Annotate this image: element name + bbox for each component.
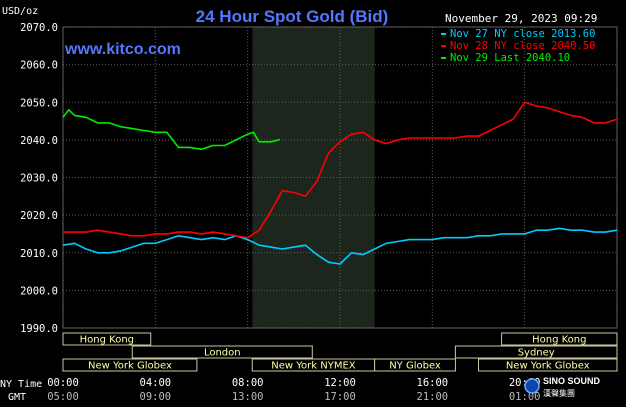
x-tick-gmt: 09:00: [140, 391, 172, 403]
legend-entry: Nov 29 Last 2040.10: [450, 52, 570, 64]
legend-entry: Nov 27 NY close 2013.60: [450, 28, 595, 40]
y-tick-label: 2070.0: [20, 22, 58, 34]
session-bar: [454, 345, 618, 359]
legend-swatch: [441, 45, 446, 47]
y-tick-label: 2050.0: [20, 97, 58, 109]
price-series: [62, 101, 618, 265]
session-label: Sydney: [518, 348, 555, 359]
series-line-0: [62, 227, 618, 265]
legend-swatch: [441, 33, 446, 35]
session-bar: [478, 358, 618, 372]
y-tick-label: 2010.0: [20, 248, 58, 260]
chart-datetime: November 29, 2023 09:29: [445, 12, 597, 25]
session-bar: [62, 332, 152, 346]
y-axis-ticks: 1990.0 2000.0 2010.0 2020.0 2030.0 2040.0 2050…: [20, 22, 58, 335]
session-label: New York Globex: [88, 361, 172, 372]
session-bar: [501, 332, 618, 346]
chart-title: 24 Hour Spot Gold (Bid): [196, 7, 389, 26]
y-tick-label: 1990.0: [20, 323, 58, 335]
session-bar: [62, 358, 198, 372]
x-axis-ticks: NY Time GMT 00:00 05:00 04:00 09:00 08:00 13:00…: [0, 377, 540, 403]
unit-label: USD/oz: [2, 6, 38, 17]
legend-swatch: [441, 57, 446, 59]
x-tick-ny: 00:00: [47, 377, 79, 389]
legend-entry: Nov 28 NY close 2040.50: [450, 40, 595, 52]
logo-icon: [524, 378, 540, 394]
x-tick-ny: 12:00: [324, 377, 356, 389]
session-bar: [374, 358, 456, 372]
x-tick-ny: 08:00: [232, 377, 264, 389]
session-label: NY Globex: [389, 361, 441, 372]
session-label: London: [204, 348, 241, 359]
series-line-1: [63, 101, 618, 239]
x-tick-gmt: 13:00: [232, 391, 264, 403]
session-label: Hong Kong: [80, 335, 134, 346]
session-label: New York Globex: [506, 361, 590, 372]
session-label: New York NYMEX: [271, 361, 356, 372]
y-tick-label: 2020.0: [20, 210, 58, 222]
grid-lines: [62, 26, 618, 329]
y-tick-label: 2030.0: [20, 173, 58, 185]
gmt-row-label: GMT: [8, 392, 26, 403]
y-tick-label: 2000.0: [20, 285, 58, 297]
x-tick-gmt: 01:00: [509, 391, 541, 403]
session-label: Hong Kong: [532, 335, 586, 346]
x-tick-ny: 16:00: [417, 377, 449, 389]
session-bar: [131, 345, 313, 359]
x-tick-gmt: 17:00: [324, 391, 356, 403]
logo-text: SINO SOUND: [543, 376, 601, 386]
website-label: www.kitco.com: [64, 41, 181, 58]
y-tick-label: 2040.0: [20, 135, 58, 147]
ny-time-row-label: NY Time: [0, 379, 42, 390]
sino-sound-logo: SINO SOUND 漢聲集團: [524, 376, 601, 398]
series-line-2: [62, 109, 281, 151]
logo-subtext: 漢聲集團: [543, 388, 575, 398]
market-sessions: Hong Kong London New York Globex New York N…: [62, 332, 618, 372]
x-tick-gmt: 21:00: [417, 391, 449, 403]
x-tick-ny: 04:00: [140, 377, 172, 389]
x-tick-gmt: 05:00: [47, 391, 79, 403]
y-tick-label: 2060.0: [20, 60, 58, 72]
